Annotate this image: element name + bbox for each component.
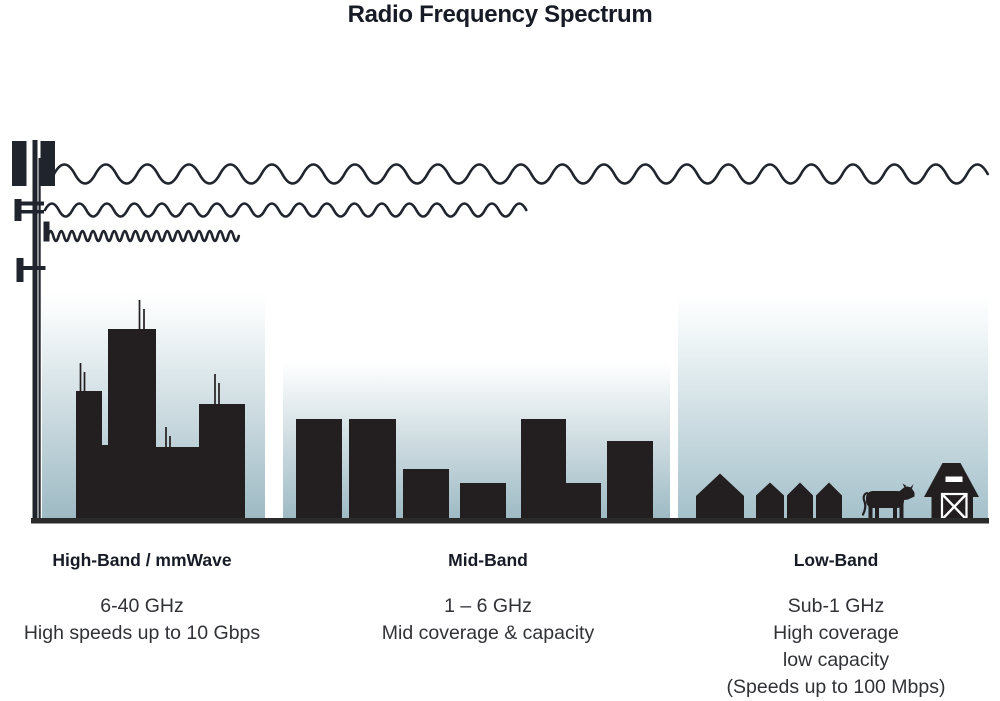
band-caption-low: Low-Band Sub-1 GHz High coverage low cap… — [688, 550, 984, 701]
cell-tower-icon — [12, 140, 55, 521]
band-detail-low-1: High coverage — [773, 622, 899, 644]
rural-houses-icon — [696, 473, 842, 521]
cow-icon — [861, 483, 915, 521]
barn-icon — [924, 463, 979, 521]
band-label-high: High-Band / mmWave — [52, 550, 232, 570]
city-skyline-icon — [76, 300, 245, 521]
midrise-buildings-icon — [296, 419, 653, 521]
band-caption-mid: Mid-Band 1 – 6 GHz Mid coverage & capaci… — [354, 550, 622, 647]
band-detail-low-2: low capacity — [782, 649, 890, 671]
band-detail-mid: Mid coverage & capacity — [381, 622, 595, 644]
band-label-mid: Mid-Band — [448, 550, 528, 570]
band-label-low: Low-Band — [793, 550, 879, 570]
band-detail-high: High speeds up to 10 Gbps — [23, 622, 261, 644]
band-frequency-low: Sub-1 GHz — [787, 595, 885, 617]
band-frequency-mid: 1 – 6 GHz — [444, 595, 532, 617]
band-frequency-high: 6-40 GHz — [100, 595, 184, 617]
medium-wavelength-wave-icon — [43, 202, 528, 218]
spectrum-diagram — [12, 140, 990, 524]
ground-line — [31, 518, 989, 524]
short-wavelength-wave-icon — [46, 229, 241, 243]
long-wavelength-wave-icon — [52, 163, 990, 185]
page-title: Radio Frequency Spectrum — [347, 1, 653, 28]
band-detail-low-3: (Speeds up to 100 Mbps) — [726, 676, 946, 698]
band-caption-high: High-Band / mmWave 6-40 GHz High speeds … — [8, 550, 276, 647]
